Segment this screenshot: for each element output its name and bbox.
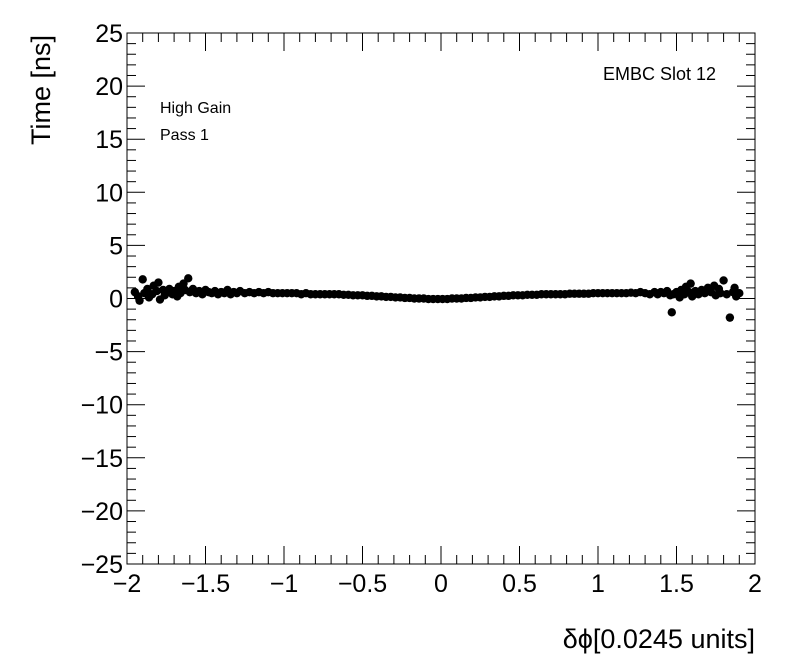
y-tick-label: −20 — [81, 498, 123, 526]
y-tick-label: 15 — [95, 126, 123, 154]
x-tick-label: −1.5 — [181, 570, 230, 598]
slot-annotation: EMBC Slot 12 — [603, 64, 716, 84]
y-tick-label: −25 — [81, 551, 123, 579]
x-tick-label: 2 — [748, 570, 762, 598]
data-point — [686, 279, 695, 288]
y-tick-label: 25 — [95, 20, 123, 48]
data-point — [154, 278, 163, 287]
y-tick-label: −10 — [81, 392, 123, 420]
gain-annotation: High Gain — [160, 100, 231, 117]
x-tick-labels: −2 −1.5 −1 −0.5 0 0.5 1 1.5 2 — [113, 570, 762, 598]
x-tick-label: −0.5 — [338, 570, 387, 598]
data-point — [138, 275, 147, 284]
x-axis-title: δϕ[0.0245 units] — [563, 624, 755, 654]
y-tick-label: 20 — [95, 73, 123, 101]
x-tick-label: −1 — [270, 570, 299, 598]
x-tick-label: 1.5 — [659, 570, 694, 598]
data-point — [719, 276, 728, 285]
data-point — [716, 288, 725, 298]
y-tick-labels: 25 20 15 10 5 0 −5 −10 −15 −20 −25 — [81, 20, 123, 579]
y-tick-label: −15 — [81, 445, 123, 473]
x-tick-label: 0.5 — [502, 570, 537, 598]
pass-annotation: Pass 1 — [160, 127, 209, 144]
x-tick-label: 0 — [434, 570, 448, 598]
x-tick-label: −2 — [113, 570, 142, 598]
data-point — [135, 296, 144, 305]
data-points — [130, 274, 744, 322]
y-tick-label: 10 — [95, 179, 123, 207]
y-tick-label: 5 — [109, 232, 123, 260]
data-point — [152, 286, 162, 296]
data-point — [184, 274, 193, 283]
y-tick-label: −5 — [94, 339, 123, 367]
data-point — [667, 308, 676, 317]
y-axis-title: Time [ns] — [26, 35, 56, 145]
data-point — [735, 288, 744, 298]
axis-ticks — [126, 32, 756, 565]
data-point — [725, 313, 735, 322]
y-tick-label: 0 — [109, 286, 123, 314]
x-tick-label: 1 — [591, 570, 605, 598]
